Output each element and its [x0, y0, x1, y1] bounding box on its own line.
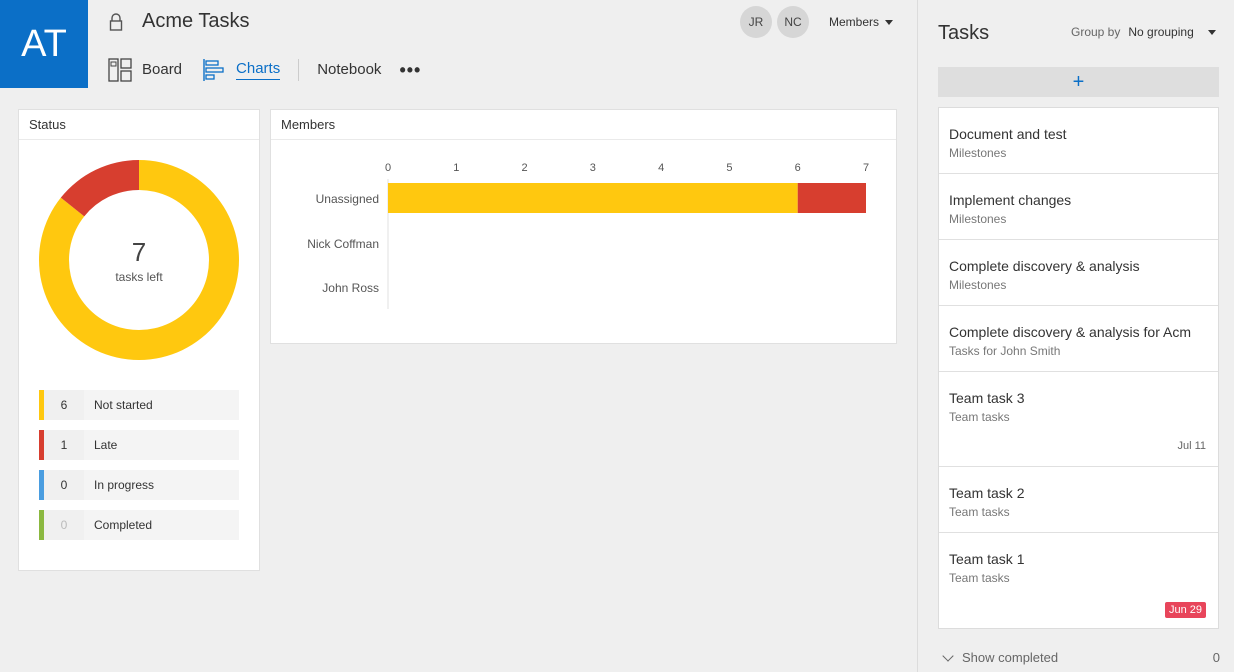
tab-charts-label: Charts [236, 60, 281, 80]
tab-notebook-label: Notebook [317, 60, 382, 78]
x-tick-label: 6 [795, 162, 801, 174]
completed-count: 0 [1212, 650, 1220, 665]
chevron-down-icon [885, 19, 894, 25]
task-item[interactable]: Complete discovery & analysis Milestones [939, 240, 1218, 306]
charts-icon [203, 59, 224, 81]
legend-not-started[interactable]: 6 Not started [39, 390, 239, 420]
status-card-title: Status [19, 110, 259, 140]
members-card: Members 0 1 2 3 4 5 6 7 Unassigned Nick Coffman Jo… [270, 109, 897, 344]
nav-divider [298, 59, 300, 81]
task-item[interactable]: Complete discovery & analysis for Acm Ta… [939, 306, 1218, 372]
tab-board-label: Board [142, 60, 183, 78]
task-bucket: Milestones [949, 278, 1007, 292]
plan-logo: AT [0, 0, 88, 88]
status-donut-chart [39, 160, 239, 360]
avatar[interactable]: NC [777, 6, 809, 38]
legend-in-progress[interactable]: 0 In progress [39, 470, 239, 500]
chevron-down-icon [942, 649, 954, 662]
group-by-value: No grouping [1128, 25, 1194, 39]
status-card: Status 7 tasks left 6 Not started 1 Late… [18, 109, 260, 571]
task-item[interactable]: Team task 1 Team tasks Jun 29 [939, 533, 1218, 628]
tasks-left-count: 7 [131, 236, 147, 267]
task-title: Team task 1 [949, 551, 1025, 567]
show-completed-toggle[interactable]: Show completed [942, 649, 1059, 665]
x-tick-label: 0 [385, 162, 391, 174]
y-category-label: Unassigned [316, 192, 379, 206]
legend-label: Not started [84, 390, 239, 420]
x-tick-label: 7 [863, 162, 869, 174]
donut-slice-late[interactable] [60, 160, 140, 217]
members-bar-chart: 0 1 2 3 4 5 6 7 Unassigned Nick Coffman John Ross [307, 162, 869, 309]
tasks-panel-title: Tasks [938, 22, 990, 44]
chevron-down-icon [1207, 29, 1216, 35]
task-list: Document and test Milestones Implement c… [938, 107, 1219, 629]
board-icon [108, 58, 132, 82]
legend-count: 6 [60, 398, 68, 412]
members-dropdown-label: Members [829, 15, 880, 29]
bar-not-started[interactable] [388, 183, 798, 213]
legend-color-bar [39, 510, 44, 540]
view-nav: Board Charts Notebook ••• [108, 56, 421, 84]
lock-icon [109, 13, 123, 31]
task-item[interactable]: Document and test Milestones [939, 108, 1218, 174]
task-bucket: Team tasks [949, 505, 1010, 519]
plan-initials: AT [21, 22, 67, 65]
x-tick-label: 2 [522, 162, 528, 174]
task-bucket: Tasks for John Smith [949, 344, 1061, 358]
task-bucket: Milestones [949, 212, 1007, 226]
plan-title: Acme Tasks [142, 10, 250, 32]
x-tick-label: 3 [590, 162, 596, 174]
tasks-left-label: tasks left [115, 269, 163, 284]
task-bucket: Team tasks [949, 571, 1010, 585]
legend-completed[interactable]: 0 Completed [39, 510, 239, 540]
task-item[interactable]: Team task 2 Team tasks [939, 467, 1218, 533]
group-by-dropdown[interactable]: Group by No grouping [1071, 25, 1216, 39]
x-tick-label: 5 [726, 162, 732, 174]
task-bucket: Team tasks [949, 410, 1010, 424]
tasks-panel: Tasks Group by No grouping + Document an… [917, 0, 1234, 672]
task-title: Team task 2 [949, 485, 1025, 501]
tab-notebook[interactable]: Notebook [317, 61, 381, 80]
task-title: Complete discovery & analysis [949, 258, 1140, 274]
task-title: Document and test [949, 126, 1067, 142]
tab-board[interactable]: Board [108, 58, 182, 82]
legend-color-bar [39, 430, 44, 460]
y-category-label: Nick Coffman [307, 237, 379, 251]
show-completed-label: Show completed [962, 650, 1059, 665]
task-title: Implement changes [949, 192, 1072, 208]
avatar[interactable]: JR [740, 6, 772, 38]
donut-slice-not-started[interactable] [39, 160, 239, 360]
task-due-date-late: Jun 29 [1164, 602, 1206, 618]
members-card-title: Members [271, 110, 896, 140]
x-tick-label: 4 [658, 162, 664, 174]
donut-center: 7 tasks left [39, 160, 239, 360]
task-title: Team task 3 [949, 390, 1025, 406]
legend-label: Completed [84, 510, 239, 540]
task-item[interactable]: Implement changes Milestones [939, 174, 1218, 240]
legend-color-bar [39, 390, 44, 420]
task-due-date: Jul 11 [1177, 440, 1206, 452]
members-dropdown[interactable]: Members [829, 15, 894, 29]
legend-count: 1 [60, 438, 68, 452]
tab-charts[interactable]: Charts [202, 58, 281, 82]
legend-count: 0 [60, 478, 68, 492]
legend-late[interactable]: 1 Late [39, 430, 239, 460]
task-item[interactable]: Team task 3 Team tasks Jul 11 [939, 372, 1218, 467]
group-by-label: Group by [1071, 25, 1121, 39]
legend-color-bar [39, 470, 44, 500]
task-bucket: Milestones [949, 146, 1007, 160]
task-title: Complete discovery & analysis for Acm [949, 324, 1191, 340]
add-task-button[interactable]: + [938, 67, 1219, 97]
legend-count: 0 [60, 518, 68, 532]
x-tick-label: 1 [453, 162, 459, 174]
legend-label: Late [84, 430, 239, 460]
bar-late[interactable] [797, 183, 866, 213]
more-options-button[interactable]: ••• [399, 59, 422, 80]
legend-label: In progress [84, 470, 239, 500]
y-category-label: John Ross [322, 281, 379, 295]
